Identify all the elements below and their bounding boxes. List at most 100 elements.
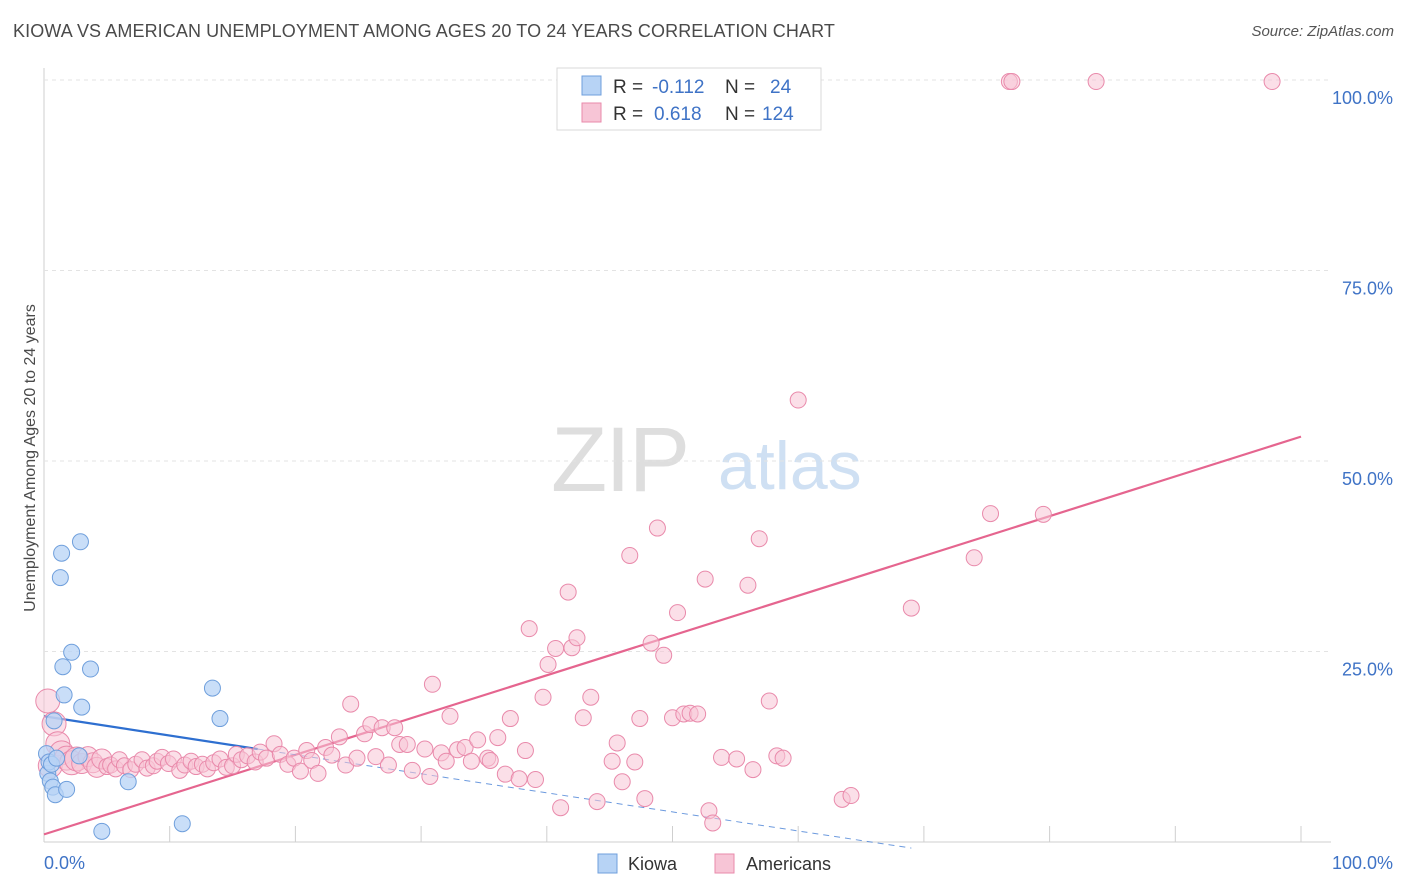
americans-point xyxy=(421,767,439,785)
americans-point xyxy=(559,583,577,601)
kiowa-point xyxy=(71,533,89,551)
kiowa-points xyxy=(38,533,229,840)
americans-point xyxy=(539,655,557,673)
kiowa-point xyxy=(211,710,229,728)
y-axis-title: Unemployment Among Ages 20 to 24 years xyxy=(22,304,39,612)
americans-point xyxy=(760,692,778,710)
americans-point xyxy=(510,770,528,788)
americans-point xyxy=(323,746,341,764)
americans-point xyxy=(689,705,707,723)
americans-point xyxy=(728,750,746,768)
kiowa-point xyxy=(53,544,71,562)
y-tick-label: 75.0% xyxy=(1342,279,1393,299)
grid-layer xyxy=(44,79,1331,652)
americans-point xyxy=(309,764,327,782)
x-tick-label: 0.0% xyxy=(44,853,85,873)
y-tick-label: 50.0% xyxy=(1342,469,1393,489)
kiowa-point xyxy=(45,712,63,730)
bottom-legend-kiowa-swatch xyxy=(597,853,618,874)
americans-point xyxy=(1034,505,1052,523)
kiowa-point xyxy=(48,749,66,767)
kiowa-point xyxy=(73,698,91,716)
americans-point xyxy=(642,634,660,652)
bottom-legend-kiowa-label: Kiowa xyxy=(628,854,678,874)
americans-point xyxy=(744,761,762,779)
americans-point xyxy=(489,729,507,747)
bottom-legend-americans-swatch xyxy=(714,853,735,874)
legend-americans-n-label: N = xyxy=(725,104,755,125)
bottom-legend-americans-label: Americans xyxy=(746,854,831,874)
americans-point xyxy=(552,799,570,817)
americans-point xyxy=(534,688,552,706)
americans-point xyxy=(469,731,487,749)
americans-point xyxy=(416,740,434,758)
chart-source: Source: ZipAtlas.com xyxy=(1251,23,1394,40)
kiowa-point xyxy=(173,815,191,833)
americans-point xyxy=(965,549,983,567)
americans-point xyxy=(739,576,757,594)
kiowa-point xyxy=(58,780,76,798)
americans-point xyxy=(774,749,792,767)
legend-americans-n-value: 124 xyxy=(762,104,794,125)
americans-point xyxy=(582,688,600,706)
americans-point xyxy=(403,761,421,779)
americans-point xyxy=(441,707,459,725)
americans-point xyxy=(631,710,649,728)
legend-kiowa-swatch xyxy=(581,75,602,96)
americans-point xyxy=(348,749,366,767)
americans-point xyxy=(655,646,673,664)
legend-americans-swatch xyxy=(581,102,602,123)
americans-point xyxy=(574,709,592,727)
y-tick-label: 25.0% xyxy=(1342,660,1393,680)
americans-point xyxy=(547,639,565,657)
legend-kiowa-n-label: N = xyxy=(725,77,755,98)
americans-point xyxy=(669,604,687,622)
kiowa-point xyxy=(63,643,81,661)
americans-point xyxy=(398,735,416,753)
americans-point xyxy=(621,546,639,564)
americans-point xyxy=(516,742,534,760)
kiowa-point xyxy=(55,686,73,704)
series-legend: Kiowa Americans xyxy=(597,853,831,874)
americans-point xyxy=(1263,73,1281,91)
kiowa-point xyxy=(119,773,137,791)
legend-kiowa-r-value: -0.112 xyxy=(652,77,704,98)
americans-point xyxy=(626,753,644,771)
americans-point xyxy=(789,391,807,409)
americans-point xyxy=(291,762,309,780)
americans-point xyxy=(342,695,360,713)
watermark-atlas: atlas xyxy=(718,428,862,504)
tick-layer: 25.0% 50.0% 75.0% 100.0% 0.0% 100.0% xyxy=(43,88,1393,873)
americans-point xyxy=(526,771,544,789)
kiowa-point xyxy=(93,822,111,840)
americans-point xyxy=(704,814,722,832)
americans-point xyxy=(437,752,455,770)
americans-point xyxy=(842,787,860,805)
americans-point xyxy=(330,728,348,746)
americans-point xyxy=(1087,73,1105,91)
chart-title: KIOWA VS AMERICAN UNEMPLOYMENT AMONG AGE… xyxy=(13,21,835,41)
x-tick-label: 100.0% xyxy=(1332,853,1393,873)
americans-point xyxy=(608,734,626,752)
americans-point xyxy=(379,756,397,774)
americans-point xyxy=(423,675,441,693)
legend-kiowa-n-value: 24 xyxy=(770,77,792,98)
watermark-zip: ZIP xyxy=(551,409,688,511)
americans-point xyxy=(982,505,1000,523)
americans-point xyxy=(902,599,920,617)
kiowa-point xyxy=(54,658,72,676)
kiowa-point xyxy=(70,747,88,765)
kiowa-point xyxy=(203,679,221,697)
americans-point xyxy=(636,790,654,808)
y-tick-label: 100.0% xyxy=(1332,88,1393,108)
americans-point xyxy=(481,751,499,769)
americans-point xyxy=(588,793,606,811)
americans-point xyxy=(568,629,586,647)
americans-point xyxy=(750,530,768,548)
americans-point xyxy=(1003,73,1021,91)
americans-point xyxy=(367,748,385,766)
americans-point xyxy=(462,752,480,770)
legend-americans-r-label: R = xyxy=(613,104,643,125)
